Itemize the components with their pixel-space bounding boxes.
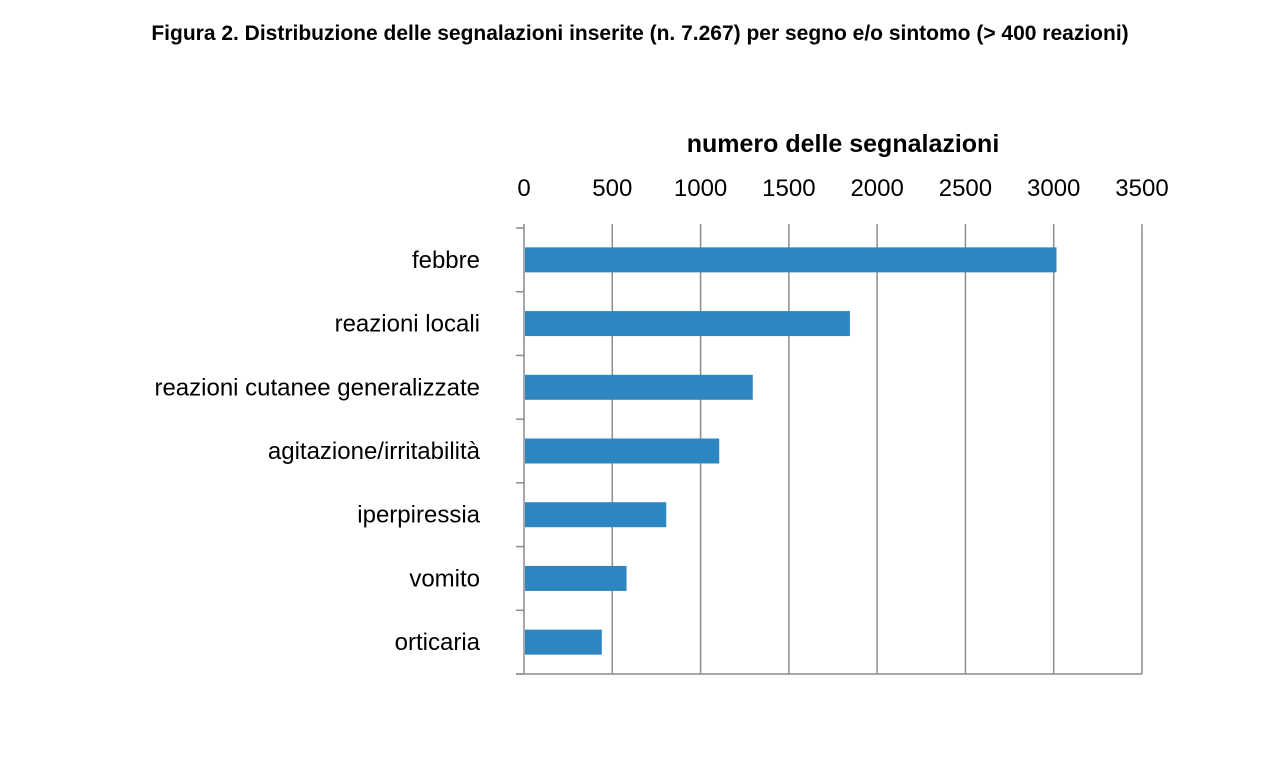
x-tick-label: 1500 xyxy=(762,175,815,202)
category-label: reazioni cutanee generalizzate xyxy=(154,374,480,401)
category-label: agitazione/irritabilità xyxy=(268,438,481,465)
y-axis-ticks xyxy=(516,227,524,675)
category-label: febbre xyxy=(412,247,480,274)
x-tick-label: 2000 xyxy=(850,175,903,202)
bar xyxy=(525,247,1057,273)
x-axis-title: numero delle segnalazioni xyxy=(687,130,1000,158)
x-axis-ticks: 0 500 1000 1500 2000 2500 3000 3500 xyxy=(517,175,1169,228)
bar xyxy=(525,629,602,655)
category-labels: febbre reazioni locali reazioni cutanee ge… xyxy=(154,247,480,656)
bar xyxy=(525,502,667,528)
bar xyxy=(525,565,627,591)
category-label: vomito xyxy=(409,565,480,592)
x-tick-label: 0 xyxy=(517,175,530,202)
x-tick-label: 2500 xyxy=(939,175,992,202)
category-label: reazioni locali xyxy=(335,311,480,338)
bar xyxy=(525,374,753,400)
category-label: iperpiressia xyxy=(357,502,480,529)
x-tick-label: 3500 xyxy=(1115,175,1168,202)
x-tick-label: 500 xyxy=(592,175,632,202)
category-label: orticaria xyxy=(395,629,481,656)
figure-title: Figura 2. Distribuzione delle segnalazio… xyxy=(151,22,1129,45)
bar xyxy=(525,438,720,464)
bar xyxy=(525,311,850,337)
x-tick-label: 3000 xyxy=(1027,175,1080,202)
x-tick-label: 1000 xyxy=(674,175,727,202)
bars xyxy=(525,247,1057,655)
